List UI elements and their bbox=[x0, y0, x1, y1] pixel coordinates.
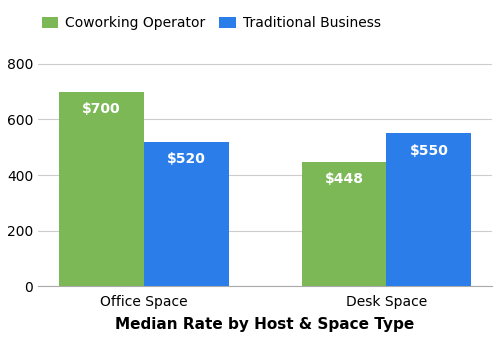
X-axis label: Median Rate by Host & Space Type: Median Rate by Host & Space Type bbox=[115, 317, 415, 332]
Bar bbox=[59, 92, 144, 286]
Bar bbox=[144, 142, 229, 286]
Text: $448: $448 bbox=[324, 172, 363, 186]
Text: $700: $700 bbox=[82, 102, 121, 116]
Bar bbox=[386, 133, 472, 286]
Bar bbox=[301, 162, 386, 286]
Legend: Coworking Operator, Traditional Business: Coworking Operator, Traditional Business bbox=[36, 11, 387, 36]
Text: $550: $550 bbox=[410, 144, 449, 158]
Text: $520: $520 bbox=[167, 152, 206, 166]
